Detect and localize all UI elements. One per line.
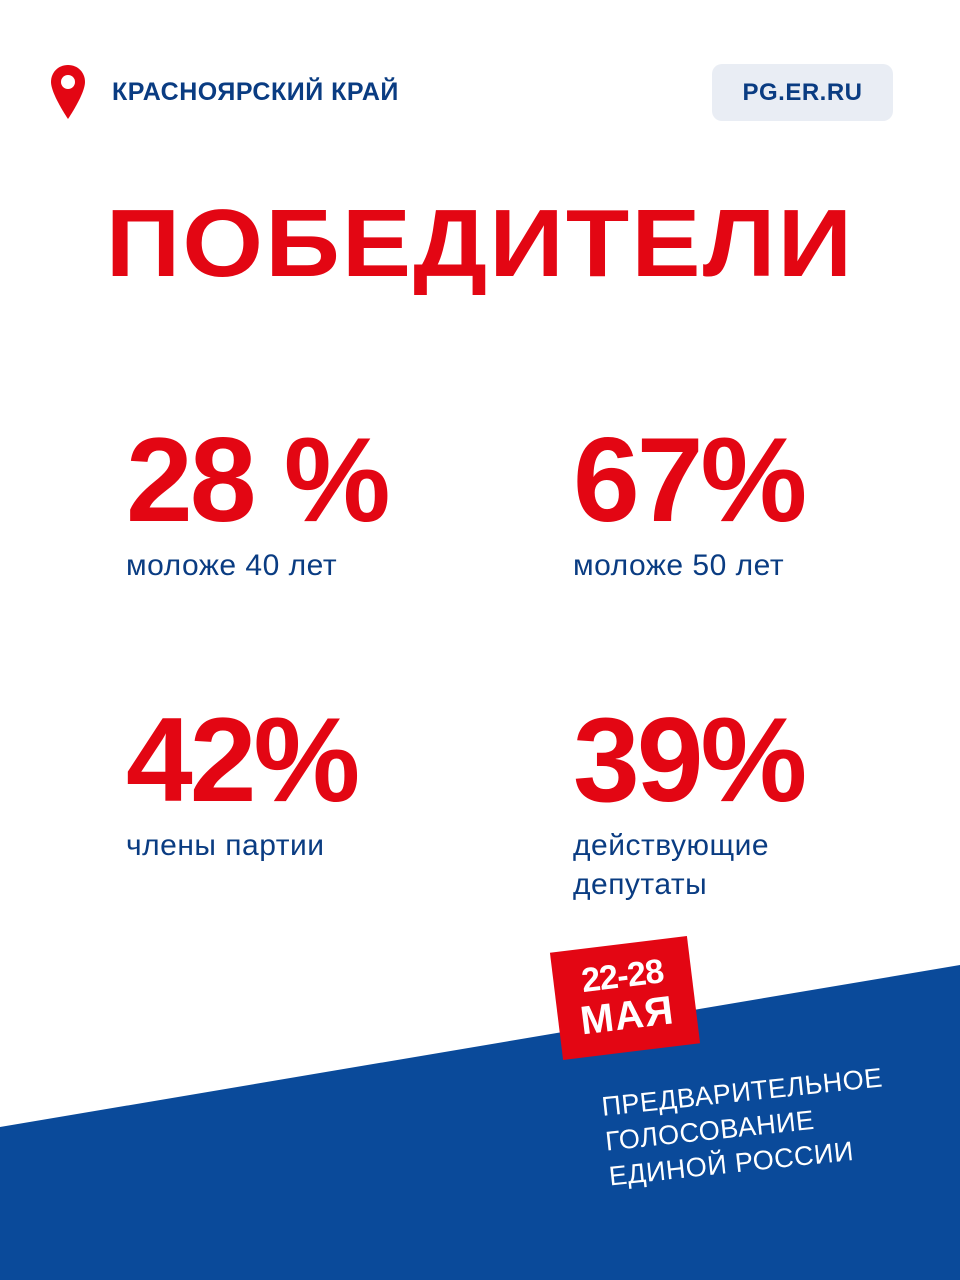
date-badge: 22-28 МАЯ [549,935,701,1061]
stat-value: 28 % [126,413,391,547]
site-link-badge[interactable]: PG.ER.RU [712,64,893,121]
stat-value: 42% [126,693,360,827]
stat-under-50: 67% моложе 50 лет [573,413,807,585]
stat-label: моложе 40 лет [126,549,338,582]
stat-label-line-2: депутаты [573,868,708,901]
stat-label-line-1: действующие [573,829,770,862]
stat-value: 39% [573,693,807,827]
stat-value: 67% [573,413,807,547]
stat-party-members: 42% члены партии [126,693,360,865]
stat-label: моложе 50 лет [573,549,785,582]
region-header: КРАСНОЯРСКИЙ КРАЙ [50,64,399,120]
location-pin-icon [51,65,85,119]
stat-label: члены партии [126,829,325,862]
region-name: КРАСНОЯРСКИЙ КРАЙ [112,77,399,106]
stat-under-40: 28 % моложе 40 лет [126,413,391,585]
date-month: МАЯ [577,988,677,1044]
stat-current-deputies: 39% действующие депутаты [573,693,807,904]
page-title: ПОБЕДИТЕЛИ [105,190,855,297]
